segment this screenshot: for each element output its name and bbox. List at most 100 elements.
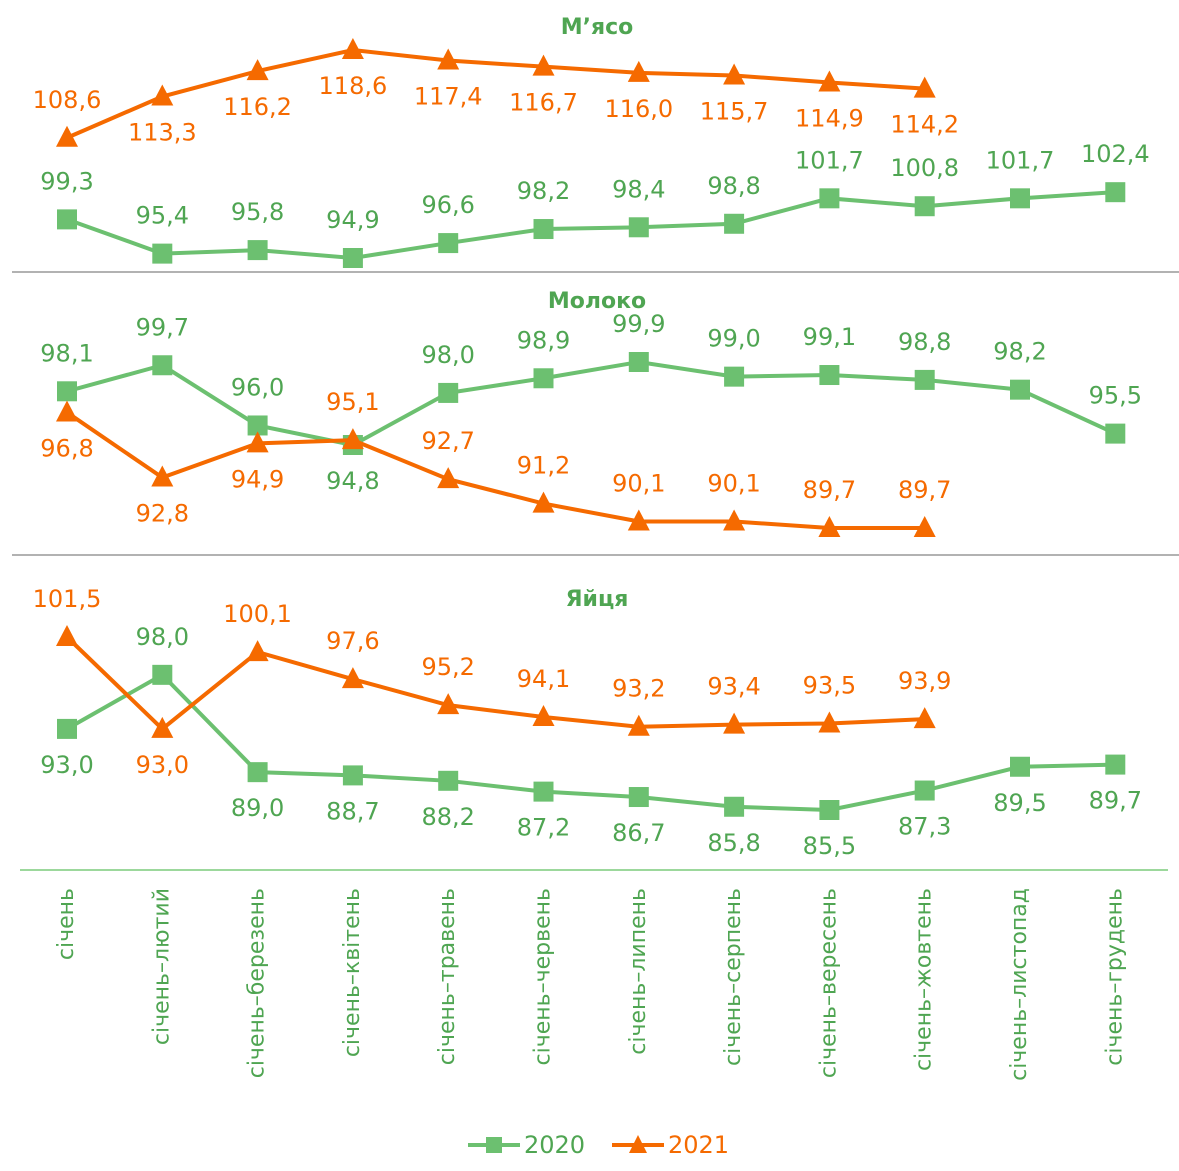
data-label: 102,4 — [1081, 140, 1150, 168]
point — [437, 693, 460, 715]
data-label: 116,7 — [509, 89, 578, 117]
point — [1105, 423, 1126, 444]
point — [152, 355, 173, 376]
panel-title: М’ясо — [561, 15, 634, 40]
x-tick-label: січень — [54, 888, 79, 960]
data-label: 89,7 — [898, 476, 951, 504]
data-label: 91,2 — [517, 452, 570, 480]
point — [341, 428, 364, 450]
point — [533, 781, 554, 802]
x-tick-label: січень–травень — [435, 888, 460, 1065]
x-tick-label: січень–грудень — [1102, 888, 1127, 1066]
x-tick-label: січень–листопад — [1007, 888, 1032, 1081]
data-label: 98,8 — [707, 172, 760, 200]
point — [247, 240, 268, 261]
point — [533, 368, 554, 389]
data-label: 101,7 — [986, 146, 1055, 174]
point — [532, 54, 555, 76]
point — [723, 63, 746, 85]
legend-label: 2021 — [668, 1131, 729, 1159]
data-label: 101,7 — [795, 146, 864, 174]
point — [724, 796, 745, 817]
data-label: 85,8 — [707, 829, 760, 857]
point — [628, 787, 649, 808]
point — [56, 400, 78, 422]
x-tick-label: січень–лютий — [149, 888, 174, 1045]
data-label: 95,2 — [421, 653, 474, 681]
data-label: 98,9 — [517, 326, 570, 354]
data-label: 114,2 — [890, 111, 959, 139]
data-label: 88,2 — [421, 803, 474, 831]
data-label: 98,0 — [136, 623, 189, 651]
point — [723, 509, 746, 531]
point — [913, 516, 936, 537]
series-line — [66, 359, 1117, 448]
x-tick-label: січень–вересень — [816, 888, 841, 1078]
data-label: 117,4 — [414, 83, 483, 111]
point — [246, 431, 269, 453]
point — [438, 233, 459, 254]
data-label: 116,2 — [223, 93, 292, 121]
data-label: 94,1 — [517, 665, 570, 693]
series-line — [66, 672, 1116, 813]
point — [438, 382, 459, 403]
point — [1105, 182, 1126, 203]
point — [627, 60, 650, 82]
x-tick-label: січень–червень — [531, 888, 556, 1065]
point — [818, 70, 841, 92]
data-label: 97,6 — [326, 627, 379, 655]
point — [246, 59, 269, 81]
data-label: 89,7 — [803, 476, 856, 504]
data-label: 99,1 — [803, 323, 856, 351]
data-label: 114,9 — [795, 104, 864, 132]
point — [914, 196, 935, 217]
point — [818, 711, 841, 733]
point — [151, 84, 174, 106]
data-label: 99,0 — [707, 325, 760, 353]
panel-title: Яйця — [566, 587, 629, 612]
point — [1010, 379, 1030, 400]
legend-marker — [629, 1135, 647, 1153]
point — [341, 667, 364, 689]
data-label: 95,5 — [1089, 382, 1142, 410]
data-label: 101,5 — [33, 585, 102, 613]
data-label: 99,3 — [40, 167, 93, 195]
data-label: 96,8 — [40, 434, 93, 462]
point — [914, 369, 935, 390]
point — [152, 243, 173, 264]
data-label: 93,0 — [40, 751, 93, 779]
point — [724, 366, 745, 387]
point — [1105, 754, 1126, 775]
point — [246, 640, 269, 662]
data-label: 85,5 — [803, 832, 856, 860]
point — [819, 800, 840, 820]
data-label: 90,1 — [707, 469, 760, 497]
data-label: 95,8 — [231, 198, 284, 226]
series-line — [66, 47, 925, 140]
point — [627, 714, 650, 736]
x-tick-label: січень–березень — [245, 888, 270, 1078]
data-label: 89,0 — [231, 794, 284, 822]
point — [1010, 756, 1030, 777]
point — [152, 664, 173, 685]
data-label: 95,1 — [326, 388, 379, 416]
data-label: 108,6 — [33, 86, 102, 114]
x-tick-label: січень–серпень — [721, 888, 746, 1066]
point — [151, 716, 174, 738]
data-label: 98,2 — [517, 177, 570, 205]
data-label: 93,0 — [136, 751, 189, 779]
data-label: 92,7 — [421, 427, 474, 455]
point — [151, 465, 174, 487]
point — [342, 248, 363, 268]
data-label: 89,5 — [993, 789, 1046, 817]
data-label: 93,9 — [898, 667, 951, 695]
point — [247, 762, 268, 783]
point — [818, 516, 841, 537]
point — [342, 765, 363, 786]
data-label: 98,1 — [40, 339, 93, 367]
x-tick-label: січень–липень — [626, 888, 651, 1055]
data-label: 113,3 — [128, 119, 197, 147]
point — [57, 718, 77, 739]
data-label: 94,9 — [326, 206, 379, 234]
point — [627, 509, 650, 531]
